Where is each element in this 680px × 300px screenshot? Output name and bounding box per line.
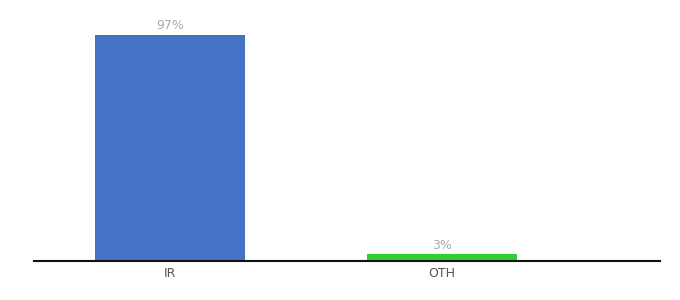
Bar (367, 254, 517, 261)
Bar (95, 35, 245, 261)
Text: 97%: 97% (156, 19, 184, 32)
Text: 3%: 3% (432, 239, 452, 252)
